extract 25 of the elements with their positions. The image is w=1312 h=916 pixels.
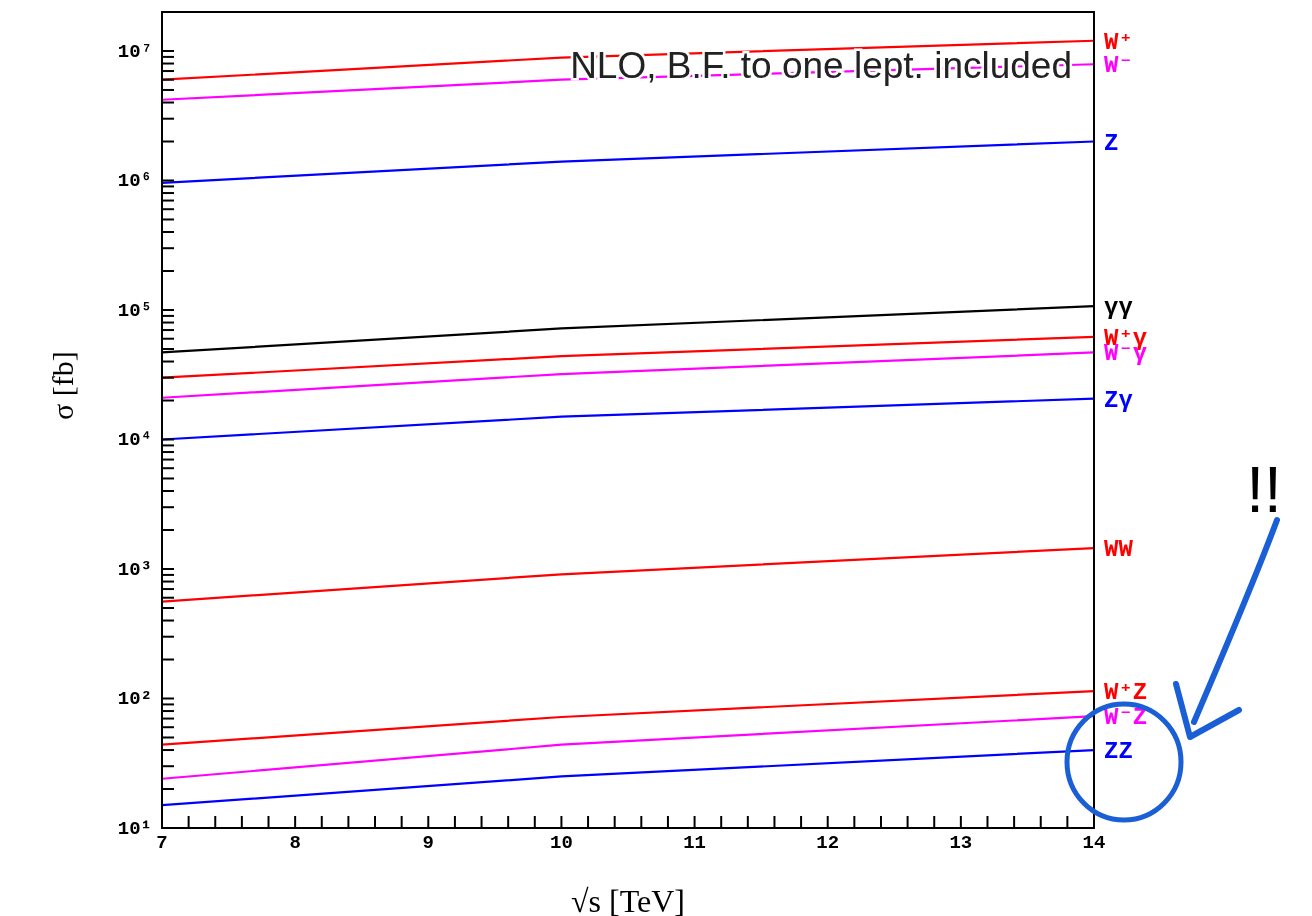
x-tick-label: 14 [1082,832,1106,854]
series-label: Zγ [1104,386,1133,414]
series-label: γγ [1104,294,1133,322]
y-tick-label: 10⁷ [117,40,152,63]
x-axis-title: √s [TeV] [571,883,685,916]
y-tick-label: 10² [117,688,152,711]
series-label: Z [1104,129,1119,157]
y-tick-label: 10⁴ [117,429,152,452]
y-tick-label: 10¹ [117,818,152,840]
text: !! [1246,454,1282,526]
series-label: WW [1104,536,1134,564]
y-axis-title: σ [fb] [45,351,79,420]
y-tick-label: 10⁶ [117,170,152,193]
x-tick-label: 7 [156,832,168,854]
y-tick-label: 10⁵ [117,299,152,322]
series-label: W⁺Z [1104,679,1148,707]
x-tick-label: 13 [949,832,973,854]
x-tick-label: 8 [289,832,301,854]
x-tick-label: 9 [422,832,434,854]
x-tick-label: 12 [816,832,840,854]
x-tick-label: 11 [683,832,706,854]
series-label: ZZ [1104,738,1133,766]
series-label: W⁻Z [1104,704,1148,732]
y-tick-label: 10³ [117,558,152,581]
x-tick-label: 10 [550,832,573,854]
